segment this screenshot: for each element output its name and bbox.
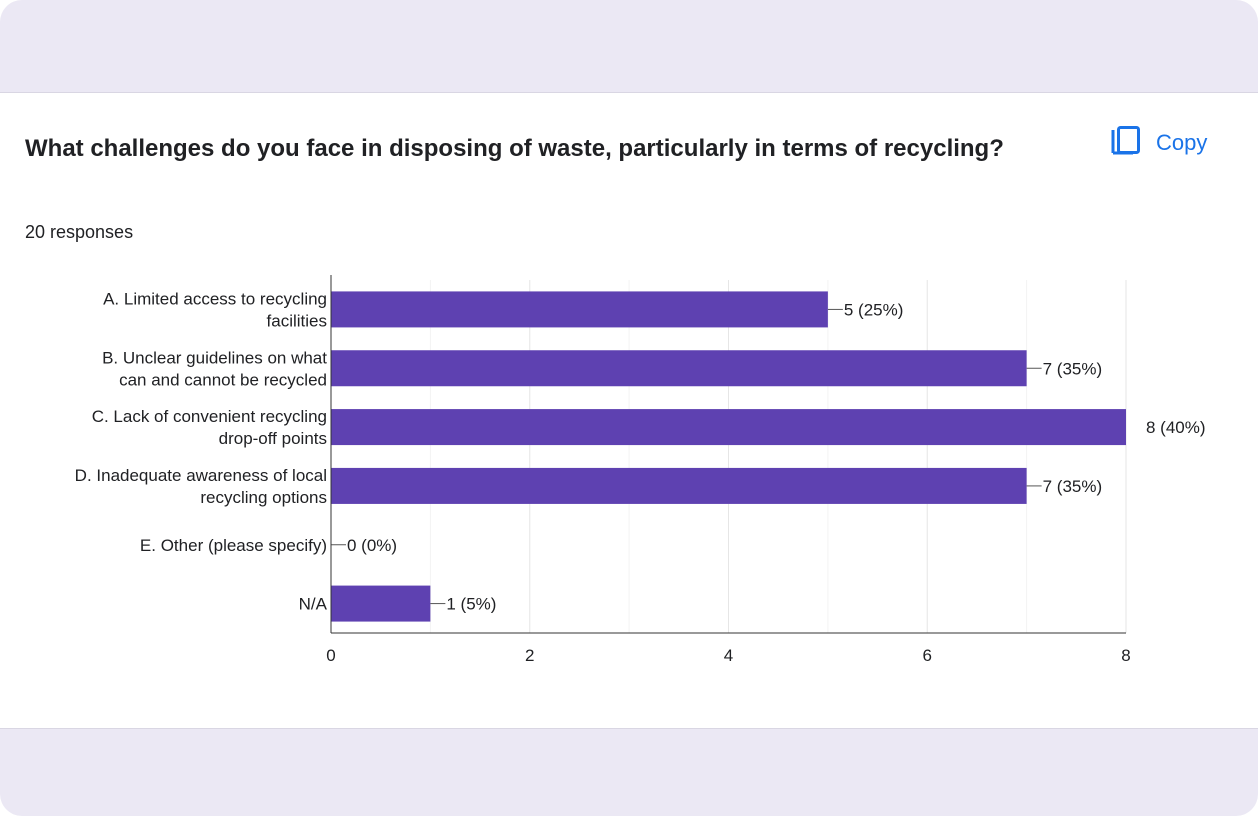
bar-chart: 0 2 4 6 8 5 (25%) A. Limited access to recycli… (75, 275, 1206, 665)
question-card: What challenges do you face in disposing… (0, 92, 1258, 729)
bar (331, 585, 431, 622)
bar (331, 409, 1126, 446)
copy-label: Copy (1156, 130, 1208, 155)
data-label: 5 (25%) (844, 300, 904, 319)
category-label: A. Limited access to recycling facilities (103, 289, 327, 330)
data-label: 1 (5%) (446, 595, 496, 614)
data-label: 7 (35%) (1043, 359, 1103, 378)
response-count: 20 responses (25, 222, 134, 242)
x-tick-label: 6 (923, 646, 932, 665)
x-tick-label: 8 (1121, 646, 1130, 665)
category-label: C. Lack of convenient recycling drop-off … (92, 407, 327, 448)
bar (331, 291, 828, 328)
category-label: B. Unclear guidelines on what can and can… (102, 348, 327, 389)
data-label: 8 (40%) (1146, 418, 1206, 437)
copy-icon (1110, 126, 1140, 160)
data-label: 7 (35%) (1043, 477, 1103, 496)
category-label: D. Inadequate awareness of local recyclin… (75, 466, 327, 507)
bar (331, 350, 1027, 387)
category-label: E. Other (please specify) (140, 536, 327, 555)
x-tick-label: 2 (525, 646, 534, 665)
question-title: What challenges do you face in disposing… (25, 135, 1004, 162)
bar (331, 467, 1027, 504)
x-tick-label: 4 (724, 646, 733, 665)
category-label: N/A (299, 595, 328, 614)
x-tick-label: 0 (326, 646, 335, 665)
data-label: 0 (0%) (347, 536, 397, 555)
copy-button[interactable]: Copy (1110, 125, 1207, 161)
